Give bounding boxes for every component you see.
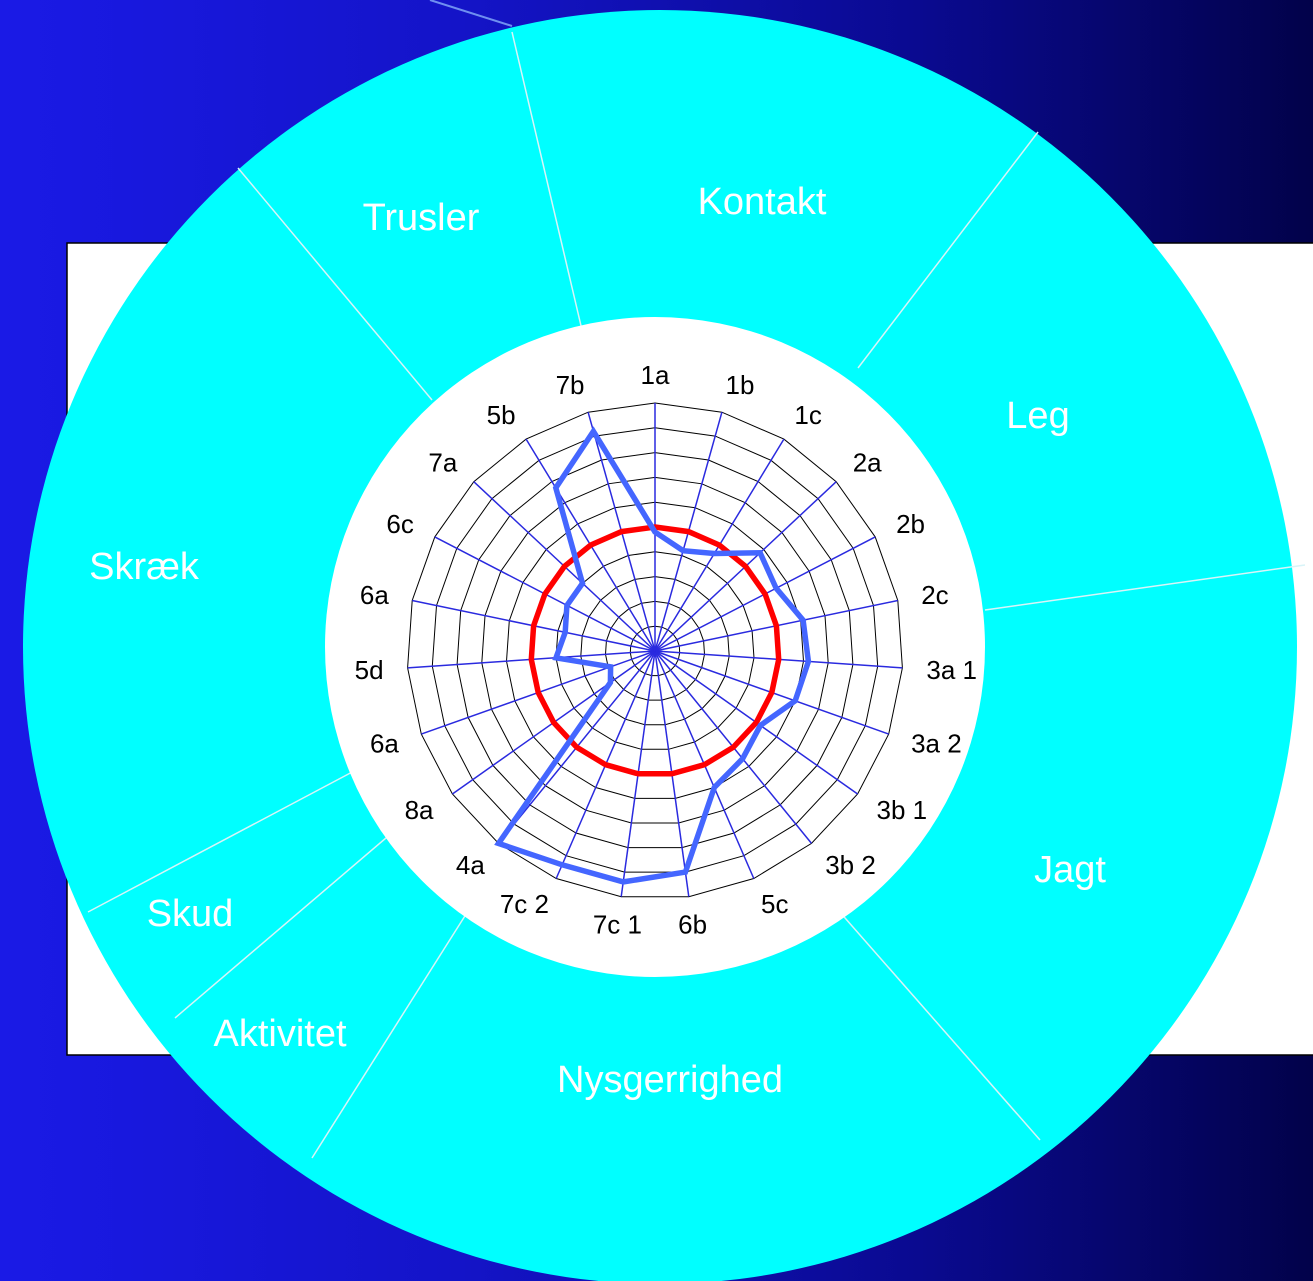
axis-label-4: 2b [896,509,925,539]
axis-label-11: 6b [678,909,707,939]
sector-label-skud: Skud [147,893,234,935]
radar-grid [407,402,903,898]
sector-label-aktivitet: Aktivitet [213,1013,346,1055]
grid-ring-6 [505,501,805,799]
grid-ring-2 [604,600,706,701]
axis-label-19: 6c [386,509,413,539]
grid-ring-7 [481,476,829,824]
axis-label-21: 5b [487,400,516,430]
radar-series [494,426,812,885]
sector-label-skraek: Skræk [89,546,200,588]
axis-label-20: 7a [428,448,457,478]
sector-dividers [87,31,1306,1159]
axis-label-8: 3b 1 [877,795,928,825]
divider-jagt-nysgerrighed [837,909,1041,1141]
axis-label-9: 3b 2 [825,850,876,880]
sector-label-kontakt: Kontakt [698,181,827,223]
radar-axis-labels: 1a 1b 1c 2a 2b 2c 3a 1 3a 2 3b 13b 2 5c 6b 7c 1 7c 2… [355,360,977,939]
axis-label-5: 2c [921,580,948,610]
axis-label-12: 7c 1 [593,909,642,939]
grid-ring-9 [431,427,879,873]
profile-series-line [494,426,812,885]
reference-series-line [528,524,782,777]
top-accent-line [429,0,513,27]
axis-label-16: 6a [370,728,399,758]
axis-label-7: 3a 2 [911,728,962,758]
axis-label-6: 3a 1 [926,655,977,685]
divider-kontakt-trusler [511,31,583,331]
axis-label-14: 4a [456,850,485,880]
axis-label-0: 1a [641,360,670,390]
divider-aktivitet-skud [174,831,394,1019]
divider-nysgerrighed-aktivitet [311,899,476,1159]
divider-skud-skraek [87,769,357,913]
sector-labels: Kontakt Leg Jagt Nysgerrighed Aktivitet … [89,181,1106,1101]
divider-leg-jagt [984,564,1306,611]
axis-label-1: 1b [726,370,755,400]
axis-label-22: 7b [556,370,585,400]
axis-label-2: 1c [794,400,821,430]
sector-label-trusler: Trusler [363,197,480,239]
divider-kontakt-leg [857,131,1039,369]
grid-ring-8 [456,452,854,849]
axis-label-10: 5c [761,889,788,919]
axis-label-3: 2a [853,448,882,478]
grid-ring-10 [407,402,903,898]
axis-label-13: 7c 2 [500,889,549,919]
axis-label-18: 6a [360,580,389,610]
grid-ring-3 [580,576,730,726]
sector-label-jagt: Jagt [1034,849,1106,891]
sector-label-nysgerrighed: Nysgerrighed [557,1059,783,1101]
divider-skraek-trusler [237,167,433,401]
axis-label-15: 8a [405,795,434,825]
sector-label-leg: Leg [1006,395,1069,437]
grid-ring-1 [629,625,681,677]
axis-label-17: 5d [355,655,384,685]
